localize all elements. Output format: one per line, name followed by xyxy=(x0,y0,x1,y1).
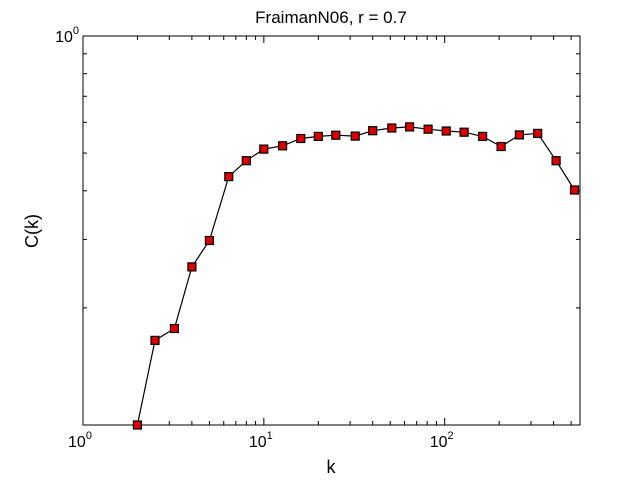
data-point xyxy=(132,420,142,430)
data-point xyxy=(241,156,251,166)
data-point xyxy=(514,130,525,140)
x-tick-label: 100 xyxy=(68,430,92,451)
data-point xyxy=(423,124,433,134)
series-layer xyxy=(132,122,580,430)
data-point xyxy=(150,335,160,345)
data-point xyxy=(533,128,543,138)
data-point xyxy=(569,185,580,195)
x-tick-label: 102 xyxy=(430,430,454,451)
data-point xyxy=(331,130,341,140)
data-point xyxy=(459,127,469,137)
data-point xyxy=(496,141,506,152)
tick-labels: 100 101 102 100 xyxy=(55,25,454,451)
y-tick-label: 100 xyxy=(55,25,79,46)
data-point xyxy=(169,323,179,334)
data-point xyxy=(405,122,415,132)
data-point xyxy=(259,144,269,154)
data-point xyxy=(350,131,360,141)
data-point xyxy=(387,123,397,133)
plot-area xyxy=(82,35,581,426)
data-point xyxy=(224,172,234,182)
data-point xyxy=(278,141,288,151)
data-point xyxy=(296,133,306,144)
data-point xyxy=(313,131,323,141)
x-axis-label: k xyxy=(327,457,337,477)
chart-title: FraimanN06, r = 0.7 xyxy=(255,8,407,27)
x-tick-label: 101 xyxy=(249,430,273,451)
y-axis-label: C(k) xyxy=(22,214,42,248)
data-point xyxy=(478,131,488,141)
data-point xyxy=(551,156,561,166)
data-point xyxy=(204,235,214,246)
data-point xyxy=(368,126,378,136)
data-point xyxy=(187,262,197,272)
data-point xyxy=(441,126,451,136)
